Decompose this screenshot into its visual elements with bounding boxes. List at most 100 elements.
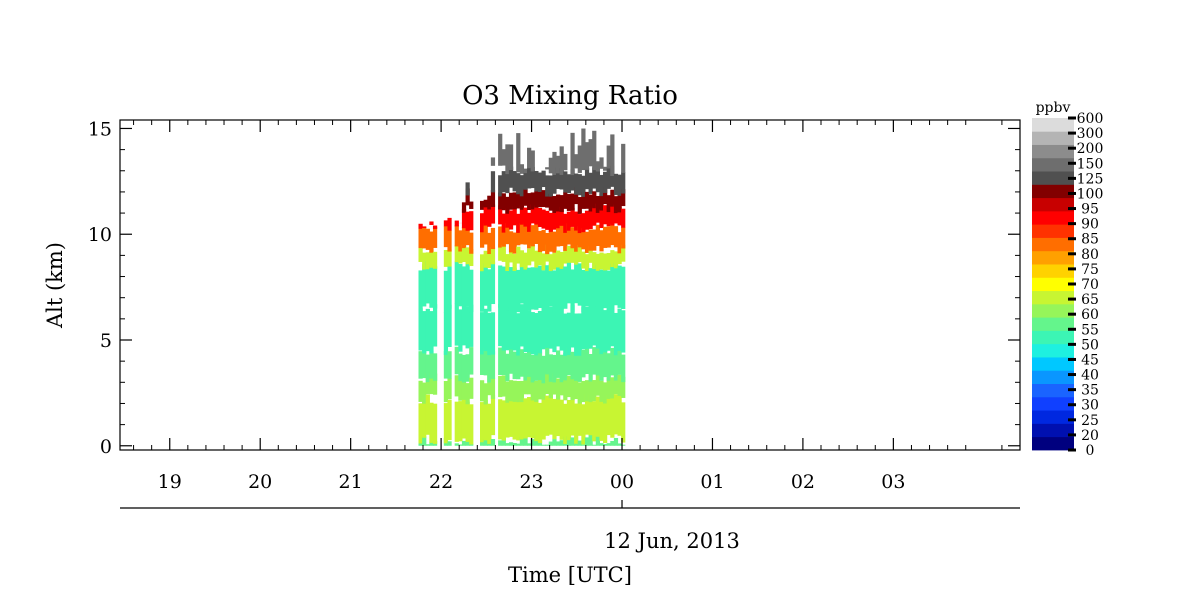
curtain-cell — [501, 149, 506, 166]
colorbar-unit-label: ppbv — [1036, 100, 1071, 116]
curtain-cell — [606, 270, 611, 313]
curtain-cell — [461, 202, 467, 213]
colorbar-label: 25 — [1081, 413, 1099, 429]
curtain-cell — [555, 264, 561, 307]
curtain-cell — [566, 194, 572, 211]
colorbar-label: 35 — [1081, 383, 1099, 399]
curtain-cell — [498, 133, 503, 166]
curtain-cell — [432, 304, 438, 347]
curtain-cell — [418, 403, 423, 444]
curtain-cell — [527, 349, 532, 377]
curtain-cell — [516, 400, 521, 441]
curtain-cell — [505, 381, 510, 403]
curtain-cell — [523, 373, 528, 395]
curtain-cell — [570, 169, 575, 191]
curtain-cell — [505, 208, 510, 228]
curtain-cell — [534, 205, 539, 225]
colorbar-swatch — [1032, 224, 1074, 238]
curtain-cell — [552, 151, 557, 175]
curtain-cell — [505, 267, 510, 311]
curtain-cell — [581, 175, 586, 197]
curtain-cell — [581, 349, 586, 378]
colorbar-label: 300 — [1077, 126, 1104, 142]
curtain-cell — [512, 192, 517, 210]
curtain-cell — [418, 270, 423, 313]
curtain-cell — [422, 227, 427, 249]
curtain-cell — [603, 443, 608, 446]
curtain-cell — [555, 395, 561, 437]
curtain-cell — [443, 270, 449, 314]
curtain-cell — [588, 434, 593, 446]
curtain-cell — [469, 347, 474, 375]
colorbar-label: 125 — [1077, 171, 1104, 187]
curtain-cell — [530, 166, 535, 189]
curtain-cell — [552, 398, 557, 440]
curtain-cell — [613, 173, 619, 195]
curtain-cell — [584, 380, 590, 402]
curtain-cell — [570, 351, 575, 380]
curtain-cell — [418, 223, 423, 229]
curtain-cell — [505, 196, 510, 214]
curtain-cell — [465, 182, 470, 196]
curtain-cell — [595, 396, 600, 437]
curtain-cell — [469, 377, 474, 399]
curtain-cell — [621, 172, 626, 194]
curtain-cell — [559, 224, 564, 247]
curtain-cell — [527, 248, 532, 266]
curtain-cell — [447, 351, 452, 379]
curtain-cell — [447, 230, 452, 252]
curtain-cell — [490, 377, 496, 399]
curtain-cell — [483, 383, 488, 405]
curtain-cell — [498, 243, 503, 261]
curtain-cell — [505, 353, 510, 382]
curtain-cell — [501, 225, 506, 247]
curtain-cell — [603, 171, 608, 193]
curtain-cell — [483, 263, 488, 306]
curtain-cell — [537, 230, 543, 253]
curtain-cell — [487, 195, 492, 210]
curtain-cell — [425, 354, 430, 383]
curtain-cell — [465, 223, 470, 246]
curtain-cell — [508, 396, 514, 437]
curtain-cell — [487, 269, 492, 312]
curtain-cell — [422, 397, 427, 438]
curtain-cell — [617, 347, 622, 375]
colorbar-label: 95 — [1081, 202, 1099, 218]
curtain-cell — [548, 441, 553, 446]
curtain-cell — [523, 188, 528, 206]
curtain-cell — [490, 312, 496, 355]
colorbar-swatch — [1032, 343, 1074, 358]
curtain-cell — [527, 212, 532, 232]
curtain-cell — [523, 168, 528, 174]
curtain-cell — [541, 444, 546, 446]
curtain-cell — [599, 269, 604, 312]
curtain-cell — [617, 247, 622, 265]
curtain-cell — [483, 223, 488, 245]
curtain-cell — [606, 443, 611, 446]
curtain-cell — [498, 205, 503, 225]
curtain-cell — [490, 157, 496, 166]
curtain-cell — [519, 250, 525, 268]
curtain-cell — [606, 377, 611, 399]
curtain-cell — [418, 245, 423, 262]
curtain-cell — [595, 264, 600, 308]
curtain-cell — [588, 229, 593, 251]
curtain-cell — [425, 394, 430, 435]
curtain-cell — [519, 192, 525, 210]
curtain-cell — [534, 313, 539, 356]
curtain-cell — [512, 206, 517, 226]
curtain-cell — [530, 244, 535, 262]
curtain-cell — [577, 174, 582, 196]
curtain-cell — [516, 173, 521, 195]
curtain-cell — [603, 253, 608, 271]
curtain-cell — [563, 171, 568, 193]
curtain-cell — [534, 190, 539, 208]
curtain-cell — [530, 439, 535, 446]
curtain-cell — [545, 444, 550, 446]
curtain-cell — [516, 246, 521, 264]
curtain-cell — [501, 437, 506, 446]
curtain-cell — [588, 210, 593, 230]
curtain-cell — [574, 211, 579, 231]
curtain-cell — [552, 210, 557, 230]
curtain-cell — [584, 210, 590, 230]
